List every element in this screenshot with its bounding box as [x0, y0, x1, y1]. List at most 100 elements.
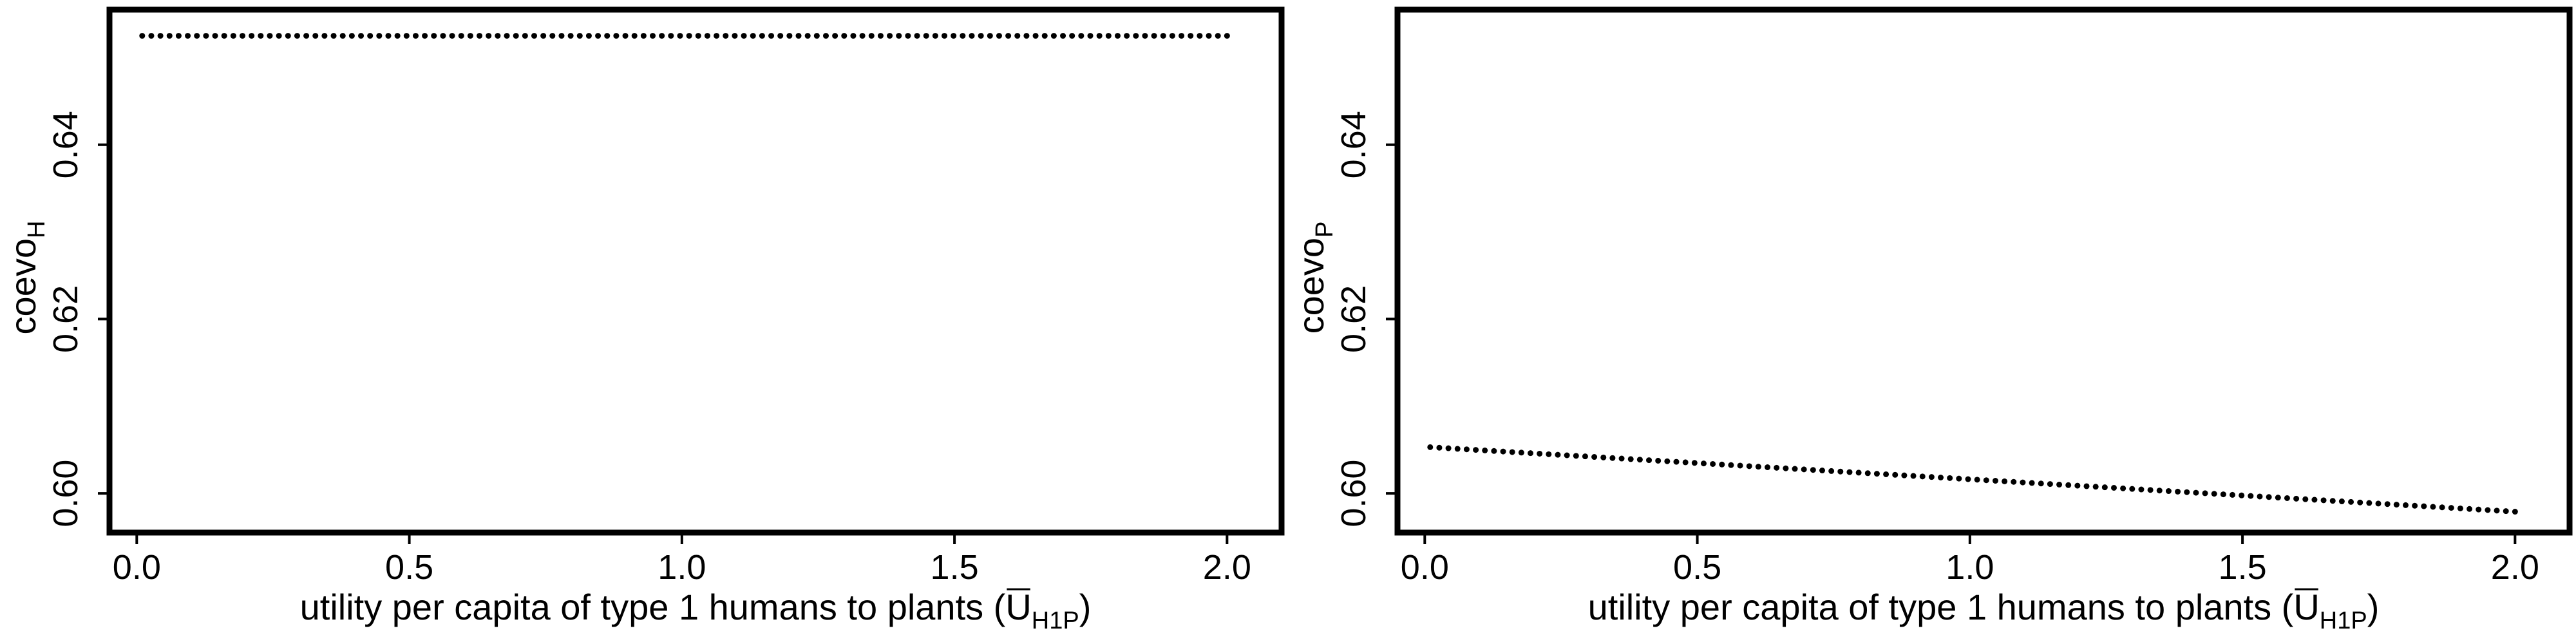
- data-point: [741, 33, 747, 39]
- data-point: [2047, 481, 2053, 488]
- data-point: [1454, 446, 1461, 452]
- data-point: [2448, 505, 2454, 511]
- data-point: [1765, 464, 1771, 471]
- data-point: [859, 33, 866, 39]
- data-point: [2293, 495, 2300, 502]
- data-point: [604, 33, 611, 39]
- data-point: [1114, 33, 1121, 39]
- data-point: [458, 33, 464, 39]
- data-point: [1774, 464, 1780, 471]
- data-point: [2129, 486, 2136, 492]
- x-axis-title-subscript: H1P: [1032, 607, 1079, 634]
- data-point: [1197, 33, 1203, 39]
- data-point: [1855, 469, 1862, 476]
- data-point: [2402, 502, 2409, 508]
- data-point: [595, 33, 601, 39]
- data-point: [1910, 473, 1917, 479]
- data-point: [768, 33, 775, 39]
- y-tick-label: 0.60: [1334, 460, 1373, 527]
- data-point: [2284, 495, 2290, 501]
- data-point: [467, 33, 473, 39]
- data-point: [640, 33, 647, 39]
- x-tick-label: 1.5: [931, 548, 979, 587]
- data-point: [1737, 462, 1743, 469]
- data-point: [1087, 33, 1094, 39]
- data-point: [2476, 506, 2482, 513]
- data-point: [1564, 452, 1570, 459]
- data-point: [2393, 502, 2400, 508]
- data-point: [1206, 33, 1212, 39]
- data-point: [2147, 487, 2154, 493]
- data-point: [2011, 478, 2017, 485]
- data-point: [914, 33, 920, 39]
- data-point: [1938, 475, 1944, 481]
- data-point: [1801, 466, 1807, 473]
- y-axis-title-subscript: P: [1311, 222, 1338, 238]
- data-point: [2384, 501, 2391, 507]
- data-point: [148, 33, 155, 39]
- x-tick-label: 2.0: [1203, 548, 1251, 587]
- data-point: [1482, 447, 1488, 453]
- data-point: [2038, 480, 2044, 487]
- data-point: [440, 33, 446, 39]
- data-point: [2101, 484, 2108, 491]
- data-point: [1005, 33, 1012, 39]
- data-point: [240, 33, 246, 39]
- y-axis-title-main: coevo: [1291, 238, 1331, 334]
- data-point: [513, 33, 519, 39]
- data-point: [221, 33, 227, 39]
- data-point: [2266, 494, 2272, 500]
- data-point: [1728, 462, 1734, 468]
- data-point: [1555, 451, 1561, 458]
- data-point: [1664, 458, 1671, 464]
- data-point: [1509, 449, 1515, 455]
- data-point: [1160, 33, 1166, 39]
- data-point: [2211, 491, 2217, 497]
- data-point: [1691, 460, 1698, 466]
- data-point: [1928, 474, 1935, 480]
- data-point: [403, 33, 410, 39]
- data-point: [2503, 508, 2509, 515]
- data-point: [1682, 459, 1689, 466]
- data-point: [750, 33, 756, 39]
- data-point: [2138, 486, 2145, 493]
- x-axis-title-main: utility per capita of type 1 humans to p…: [300, 587, 1032, 627]
- data-point: [2220, 491, 2226, 498]
- data-point: [841, 33, 848, 39]
- data-point: [1032, 33, 1039, 39]
- data-point: [1673, 459, 1680, 465]
- data-point: [394, 33, 401, 39]
- data-point: [2338, 498, 2345, 505]
- y-tick-label: 0.62: [1334, 285, 1373, 353]
- y-tick-label: 0.60: [46, 460, 85, 527]
- data-point: [1023, 33, 1030, 39]
- x-tick-label: 1.5: [2219, 548, 2267, 587]
- data-point: [732, 33, 738, 39]
- data-point: [932, 33, 938, 39]
- data-point: [1947, 475, 1953, 481]
- data-point: [549, 33, 556, 39]
- data-point: [203, 33, 209, 39]
- data-point: [896, 33, 902, 39]
- data-point: [1133, 33, 1139, 39]
- x-axis-title: utility per capita of type 1 humans to p…: [300, 587, 1092, 634]
- data-point: [1151, 33, 1157, 39]
- x-tick-label: 1.0: [1946, 548, 1994, 587]
- data-point: [540, 33, 547, 39]
- data-point: [1591, 454, 1598, 460]
- data-point: [2311, 497, 2318, 503]
- data-point: [659, 33, 665, 39]
- chart-panel-1: 0.0 0.5 1.0 1.5 2.0 0.60 0.62 0.64 utility per c…: [3, 6, 1285, 634]
- data-point: [175, 33, 182, 39]
- data-point: [2239, 492, 2245, 498]
- data-point: [522, 33, 528, 39]
- data-point: [2275, 495, 2281, 501]
- data-point: [194, 33, 200, 39]
- data-point: [1609, 455, 1616, 461]
- data-point: [477, 33, 483, 39]
- data-point: [376, 33, 383, 39]
- data-point: [714, 33, 720, 39]
- data-point: [1124, 33, 1130, 39]
- data-point: [1014, 33, 1021, 39]
- data-point: [1746, 463, 1752, 469]
